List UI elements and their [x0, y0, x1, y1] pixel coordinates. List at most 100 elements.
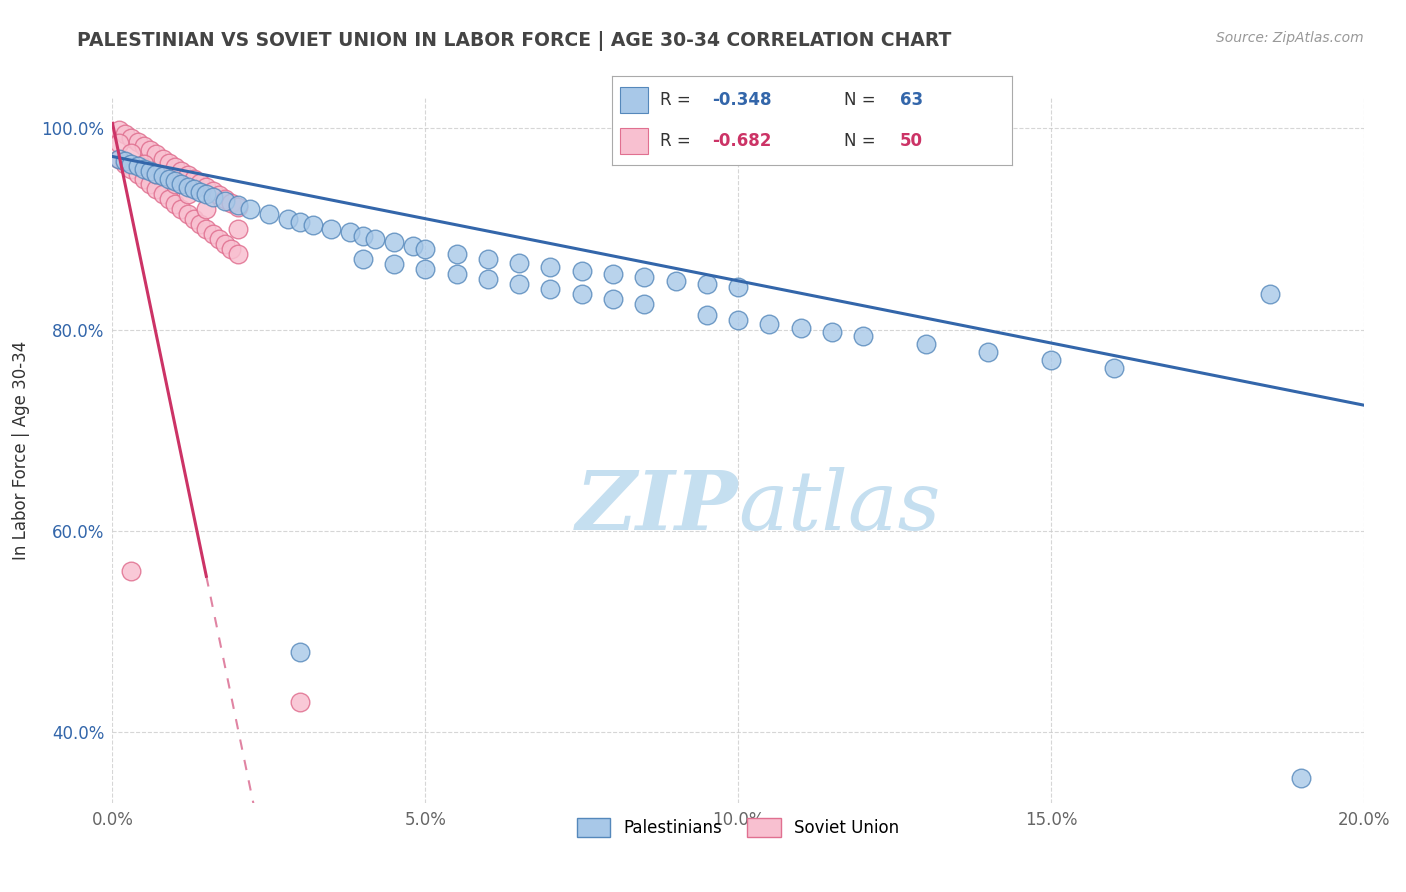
Point	[382, 257, 405, 271]
Point	[221, 242, 243, 256]
Point	[602, 293, 624, 307]
Point	[214, 237, 236, 252]
Point	[226, 222, 249, 236]
Point	[157, 171, 180, 186]
Point	[127, 159, 149, 173]
Text: ZIP: ZIP	[575, 467, 738, 547]
Point	[163, 174, 186, 188]
Point	[277, 211, 299, 226]
Point	[132, 156, 155, 170]
Point	[145, 182, 167, 196]
Point	[145, 167, 167, 181]
Point	[139, 177, 162, 191]
Point	[176, 168, 198, 182]
Point	[1291, 771, 1313, 785]
Point	[352, 252, 374, 267]
Point	[226, 198, 249, 212]
Point	[477, 252, 499, 267]
Point	[214, 192, 236, 206]
Point	[540, 260, 562, 275]
Text: PALESTINIAN VS SOVIET UNION IN LABOR FORCE | AGE 30-34 CORRELATION CHART: PALESTINIAN VS SOVIET UNION IN LABOR FOR…	[77, 31, 952, 51]
Point	[571, 264, 593, 278]
Point	[633, 270, 655, 285]
Point	[132, 161, 155, 176]
Point	[758, 317, 780, 331]
Bar	[620, 128, 648, 154]
Point	[790, 320, 813, 334]
Point	[145, 167, 167, 181]
Point	[290, 695, 312, 709]
Point	[183, 171, 205, 186]
Point	[321, 222, 343, 236]
Point	[977, 344, 1000, 359]
Point	[221, 195, 243, 210]
Point	[157, 155, 180, 169]
Point	[821, 325, 844, 339]
Point	[107, 123, 129, 137]
Legend: Palestinians, Soviet Union: Palestinians, Soviet Union	[571, 811, 905, 844]
Point	[415, 262, 437, 277]
Point	[163, 160, 186, 174]
Text: R =: R =	[659, 91, 696, 109]
Point	[139, 163, 162, 178]
Point	[1039, 352, 1063, 367]
Point	[114, 153, 136, 168]
Point	[402, 239, 425, 253]
Point	[127, 167, 149, 181]
Point	[415, 242, 437, 256]
Point	[571, 287, 593, 301]
Point	[446, 268, 468, 282]
Point	[226, 200, 249, 214]
Point	[239, 202, 262, 216]
Point	[195, 179, 218, 194]
Point	[170, 177, 193, 191]
Bar	[620, 87, 648, 113]
Point	[157, 192, 180, 206]
Point	[352, 229, 374, 244]
Point	[696, 308, 718, 322]
Point	[152, 169, 174, 183]
Point	[339, 225, 361, 239]
Text: N =: N =	[844, 132, 882, 150]
Point	[107, 152, 129, 166]
Point	[226, 247, 249, 261]
Point	[290, 645, 312, 659]
Text: 63: 63	[900, 91, 924, 109]
Point	[915, 336, 938, 351]
Point	[188, 185, 211, 199]
Point	[120, 156, 142, 170]
Point	[290, 215, 312, 229]
Point	[114, 156, 136, 170]
Point	[195, 186, 218, 201]
Point	[163, 177, 186, 191]
Point	[633, 297, 655, 311]
Point	[183, 182, 205, 196]
Point	[127, 136, 149, 150]
Point	[120, 146, 142, 161]
Point	[120, 131, 142, 145]
Text: R =: R =	[659, 132, 696, 150]
Point	[139, 144, 162, 158]
Text: atlas: atlas	[738, 467, 941, 547]
Point	[201, 184, 224, 198]
Point	[145, 147, 167, 161]
Text: -0.348: -0.348	[711, 91, 772, 109]
Point	[727, 280, 749, 294]
Point	[120, 161, 142, 176]
Point	[201, 227, 224, 241]
Text: N =: N =	[844, 91, 882, 109]
Point	[170, 202, 193, 216]
Point	[364, 232, 387, 246]
Point	[107, 136, 129, 151]
Point	[214, 194, 236, 208]
Point	[477, 272, 499, 286]
Point	[152, 186, 174, 201]
Point	[508, 277, 530, 292]
Point	[152, 152, 174, 166]
Point	[540, 282, 562, 296]
Point	[132, 171, 155, 186]
Y-axis label: In Labor Force | Age 30-34: In Labor Force | Age 30-34	[13, 341, 30, 560]
Point	[170, 163, 193, 178]
Point	[727, 312, 749, 326]
Point	[208, 232, 231, 246]
